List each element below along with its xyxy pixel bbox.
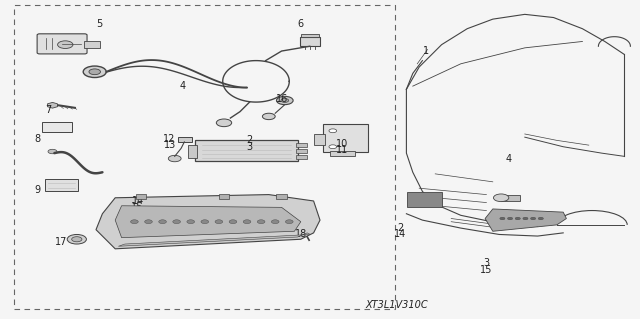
Bar [188,145,197,158]
Polygon shape [485,209,566,231]
Circle shape [173,220,180,224]
Bar [296,149,307,153]
Polygon shape [118,233,310,246]
Bar [219,194,229,199]
Text: 14: 14 [131,196,144,206]
Circle shape [67,234,86,244]
Bar [276,194,287,199]
Bar [323,124,368,152]
Text: 14: 14 [394,229,406,240]
Circle shape [531,217,536,220]
FancyBboxPatch shape [37,34,87,54]
Bar [136,194,146,199]
Circle shape [72,237,82,242]
Text: 15: 15 [131,202,144,212]
Bar [301,34,319,37]
Circle shape [285,220,293,224]
Bar [501,195,520,201]
Circle shape [493,194,509,202]
Text: 4: 4 [179,81,186,91]
Text: 17: 17 [54,237,67,248]
Bar [45,179,78,191]
Circle shape [508,217,513,220]
Bar [178,137,192,142]
Polygon shape [115,206,301,238]
Circle shape [500,217,505,220]
Circle shape [229,220,237,224]
Circle shape [538,217,543,220]
Circle shape [215,220,223,224]
Circle shape [262,113,275,120]
Text: 18: 18 [294,229,307,240]
Bar [14,5,395,309]
Circle shape [187,220,195,224]
Circle shape [89,69,100,75]
Bar [84,41,100,48]
Text: 8: 8 [34,134,40,144]
Text: 6: 6 [298,19,304,29]
Bar [296,143,307,147]
Circle shape [271,220,279,224]
Circle shape [523,217,528,220]
Circle shape [257,220,265,224]
Text: 1: 1 [422,46,429,56]
Text: 3: 3 [483,258,490,268]
Circle shape [145,220,152,224]
Bar [296,155,307,159]
Text: 13: 13 [163,140,176,150]
Circle shape [58,41,73,48]
Text: 3: 3 [246,142,253,152]
Text: 9: 9 [34,185,40,195]
Circle shape [131,220,138,224]
Circle shape [201,220,209,224]
Text: 5: 5 [96,19,102,29]
Text: 4: 4 [506,154,512,165]
Circle shape [329,129,337,133]
Circle shape [216,119,232,127]
Text: 2: 2 [397,223,403,233]
Circle shape [83,66,106,78]
Circle shape [168,155,181,162]
Circle shape [281,99,289,102]
Circle shape [329,145,337,149]
Bar [330,151,355,156]
Circle shape [515,217,520,220]
Bar [300,37,320,46]
Text: 2: 2 [246,135,253,145]
Circle shape [48,149,57,154]
Circle shape [276,96,293,105]
Circle shape [243,220,251,224]
Text: 16: 16 [275,94,288,104]
Polygon shape [96,195,320,249]
Bar [42,122,72,132]
Bar [195,140,298,161]
Text: XT3L1V310C: XT3L1V310C [365,300,428,310]
Bar [314,134,325,145]
Text: 15: 15 [480,264,493,275]
Circle shape [159,220,166,224]
Text: 12: 12 [163,134,176,144]
Text: 10: 10 [336,138,349,149]
Bar [407,192,442,207]
Text: 11: 11 [336,145,349,155]
Text: 7: 7 [45,105,51,115]
